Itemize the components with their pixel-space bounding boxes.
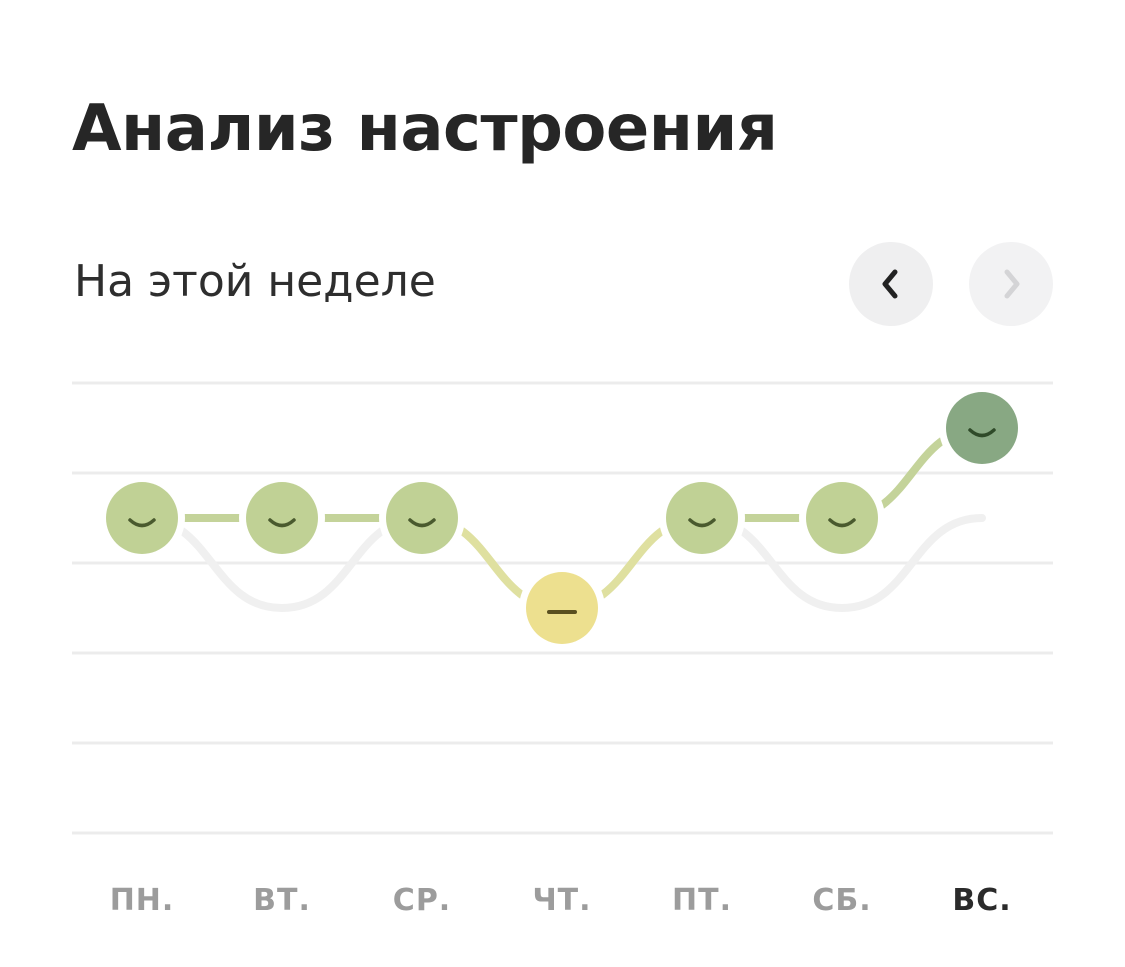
period-label: На этой неделе (74, 256, 436, 307)
mood-point-circle (806, 482, 878, 554)
mood-point-circle (106, 482, 178, 554)
day-label: СБ. (812, 883, 871, 918)
very-happy-face-icon (968, 428, 996, 438)
chevron-left-icon (882, 269, 898, 299)
happy-face-icon (688, 518, 716, 528)
mood-point-circle (386, 482, 458, 554)
day-label: ВС. (952, 883, 1011, 918)
happy-face-icon (128, 518, 156, 528)
happy-face-icon (268, 518, 296, 528)
day-label: ПТ. (672, 883, 732, 918)
day-label: ВТ. (253, 883, 311, 918)
happy-face-icon (828, 518, 856, 528)
previous-week-button[interactable] (849, 242, 933, 326)
mood-point-circle (526, 572, 598, 644)
mood-point-1[interactable] (99, 475, 185, 561)
chevron-right-icon (1004, 269, 1020, 299)
page-title: Анализ настроения (72, 92, 778, 166)
day-label: СР. (393, 883, 451, 918)
mood-point-circle (666, 482, 738, 554)
happy-face-icon (408, 518, 436, 528)
mood-point-2[interactable] (239, 475, 325, 561)
mood-point-3[interactable] (379, 475, 465, 561)
mood-point-circle (946, 392, 1018, 464)
next-week-button[interactable] (969, 242, 1053, 326)
day-label: ПН. (110, 883, 175, 918)
mood-point-6[interactable] (799, 475, 885, 561)
day-label: ЧТ. (532, 883, 591, 918)
mood-point-4[interactable] (519, 565, 605, 651)
mood-point-5[interactable] (659, 475, 745, 561)
mood-point-7[interactable] (939, 385, 1025, 471)
mood-point-circle (246, 482, 318, 554)
